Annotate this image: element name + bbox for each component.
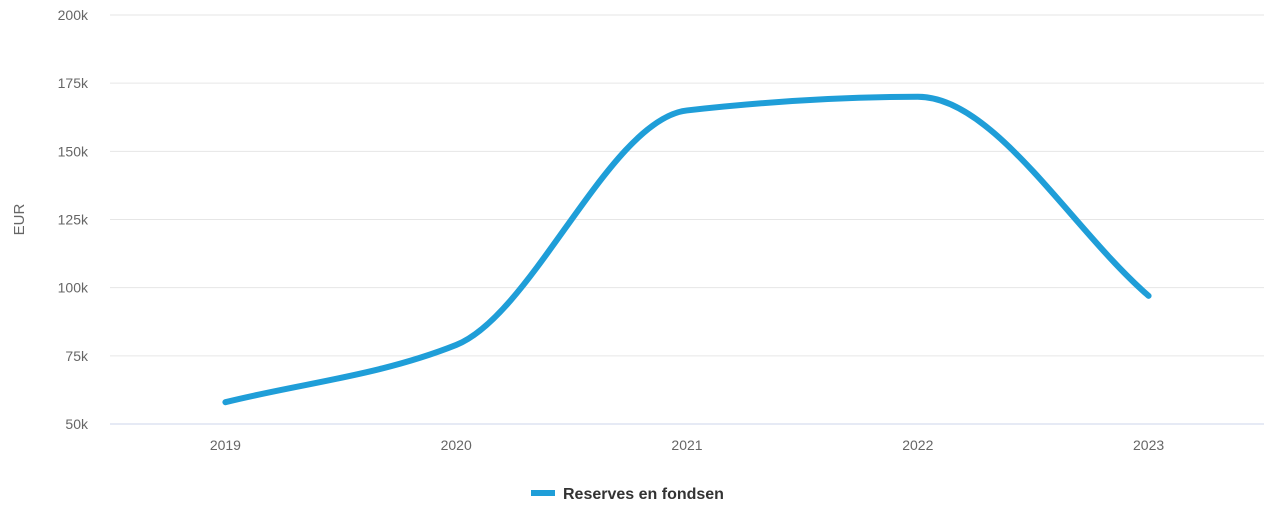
- y-tick-label: 75k: [65, 348, 89, 364]
- x-tick-label: 2020: [441, 437, 472, 453]
- x-tick-label: 2021: [671, 437, 702, 453]
- series-line[interactable]: [222, 93, 1152, 406]
- y-tick-label: 150k: [58, 143, 89, 159]
- x-axis-tick-labels: 2019 2020 2021 2022 2023: [210, 437, 1165, 453]
- legend-item-label[interactable]: Reserves en fondsen: [563, 486, 724, 503]
- y-tick-label: 175k: [58, 75, 89, 91]
- y-tick-label: 50k: [65, 416, 89, 432]
- y-axis-title: EUR: [11, 203, 28, 235]
- legend[interactable]: Reserves en fondsen: [531, 486, 724, 503]
- x-tick-label: 2023: [1133, 437, 1164, 453]
- y-tick-label: 125k: [58, 212, 89, 228]
- x-tick-label: 2022: [902, 437, 933, 453]
- y-tick-label: 100k: [58, 280, 89, 296]
- grid-lines: [110, 14, 1264, 357]
- y-axis-tick-labels: 50k 75k 100k 125k 150k 175k 200k: [58, 7, 89, 432]
- series-layer: [222, 93, 1152, 406]
- x-tick-label: 2019: [210, 437, 241, 453]
- y-tick-label: 200k: [58, 7, 89, 23]
